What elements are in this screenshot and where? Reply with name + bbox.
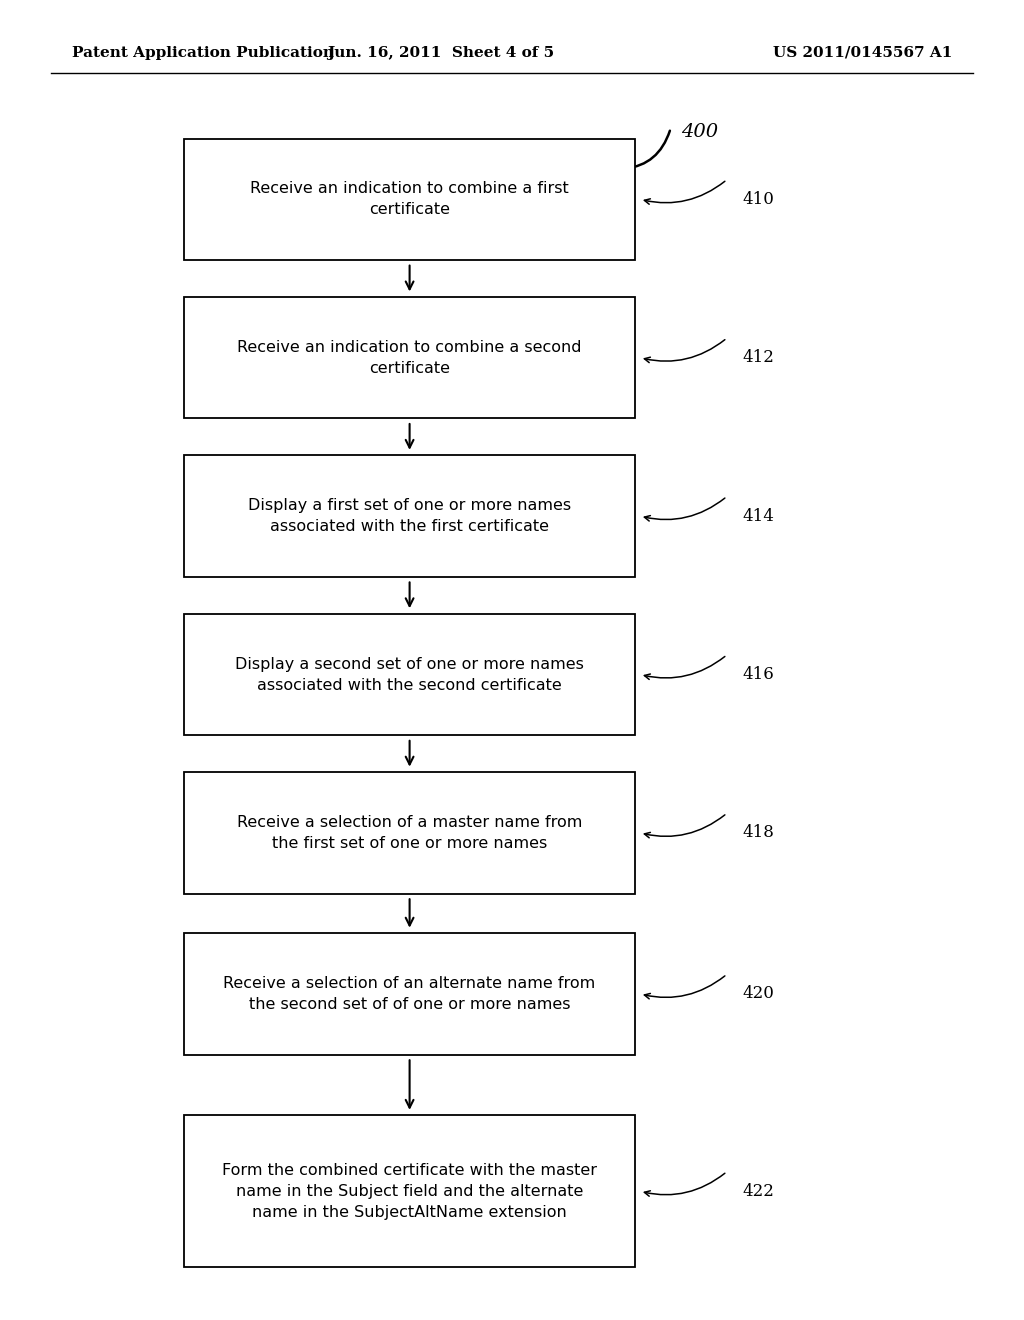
- Text: Patent Application Publication: Patent Application Publication: [72, 46, 334, 59]
- Text: 410: 410: [742, 191, 774, 207]
- Text: Form the combined certificate with the master
name in the Subject field and the : Form the combined certificate with the m…: [222, 1163, 597, 1220]
- Text: Display a first set of one or more names
associated with the first certificate: Display a first set of one or more names…: [248, 498, 571, 535]
- Text: 422: 422: [742, 1183, 774, 1200]
- FancyBboxPatch shape: [184, 455, 635, 577]
- Text: Display a second set of one or more names
associated with the second certificate: Display a second set of one or more name…: [236, 656, 584, 693]
- FancyBboxPatch shape: [184, 297, 635, 418]
- Text: Receive a selection of a master name from
the first set of one or more names: Receive a selection of a master name fro…: [237, 814, 583, 851]
- FancyBboxPatch shape: [184, 772, 635, 894]
- Text: Jun. 16, 2011  Sheet 4 of 5: Jun. 16, 2011 Sheet 4 of 5: [327, 46, 554, 59]
- FancyBboxPatch shape: [184, 614, 635, 735]
- Text: Receive an indication to combine a first
certificate: Receive an indication to combine a first…: [250, 181, 569, 218]
- FancyBboxPatch shape: [184, 933, 635, 1055]
- Text: 420: 420: [742, 986, 774, 1002]
- Text: 414: 414: [742, 508, 774, 524]
- Text: Receive an indication to combine a second
certificate: Receive an indication to combine a secon…: [238, 339, 582, 376]
- Text: Receive a selection of an alternate name from
the second set of of one or more n: Receive a selection of an alternate name…: [223, 975, 596, 1012]
- Text: 412: 412: [742, 350, 774, 366]
- FancyBboxPatch shape: [184, 139, 635, 260]
- Text: 400: 400: [681, 123, 718, 141]
- Text: 418: 418: [742, 825, 774, 841]
- Text: US 2011/0145567 A1: US 2011/0145567 A1: [773, 46, 952, 59]
- Text: FIG. 4: FIG. 4: [381, 1213, 459, 1237]
- FancyBboxPatch shape: [184, 1115, 635, 1267]
- Text: 416: 416: [742, 667, 774, 682]
